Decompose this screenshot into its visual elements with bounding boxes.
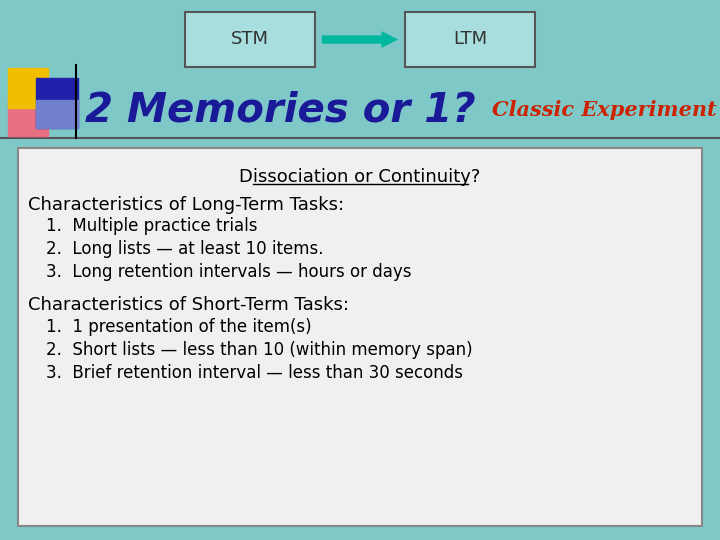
Bar [8, 98, 48, 136]
Bar [36, 78, 78, 128]
FancyBboxPatch shape [18, 148, 702, 526]
Text: 3.  Long retention intervals — hours or days: 3. Long retention intervals — hours or d… [46, 263, 412, 281]
Text: 2 Memories or 1?: 2 Memories or 1? [85, 90, 476, 130]
FancyBboxPatch shape [405, 12, 535, 67]
Text: Classic Experiment: Classic Experiment [492, 100, 716, 120]
Text: LTM: LTM [453, 30, 487, 49]
Text: 1.  Multiple practice trials: 1. Multiple practice trials [46, 217, 258, 235]
Text: 3.  Brief retention interval — less than 30 seconds: 3. Brief retention interval — less than … [46, 364, 463, 382]
Text: 2.  Short lists — less than 10 (within memory span): 2. Short lists — less than 10 (within me… [46, 341, 472, 359]
FancyArrowPatch shape [322, 31, 398, 48]
Text: 2.  Long lists — at least 10 items.: 2. Long lists — at least 10 items. [46, 240, 323, 258]
Text: Dissociation or Continuity?: Dissociation or Continuity? [239, 168, 481, 186]
Text: Characteristics of Long-Term Tasks:: Characteristics of Long-Term Tasks: [28, 196, 344, 214]
Text: STM: STM [231, 30, 269, 49]
FancyBboxPatch shape [185, 12, 315, 67]
Text: 1.  1 presentation of the item(s): 1. 1 presentation of the item(s) [46, 318, 312, 336]
Bar [8, 68, 48, 108]
Text: Characteristics of Short-Term Tasks:: Characteristics of Short-Term Tasks: [28, 296, 349, 314]
Bar [36, 100, 78, 128]
